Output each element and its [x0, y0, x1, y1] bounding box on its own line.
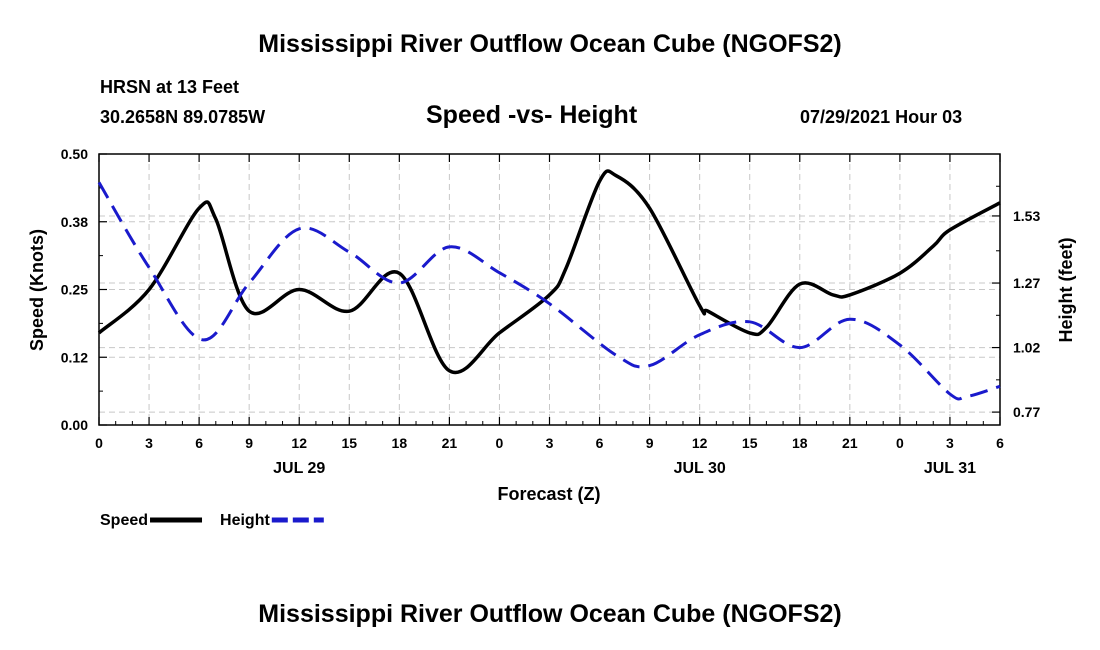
y-tick-label: 0.00 [61, 417, 88, 433]
station-label: HRSN at 13 Feet [100, 77, 240, 97]
chart-subtitle: Speed -vs- Height [426, 101, 638, 129]
x-tick-label: 18 [792, 435, 808, 451]
chart-title-top: Mississippi River Outflow Ocean Cube (NG… [258, 30, 842, 58]
x-tick-label: 12 [291, 435, 307, 451]
date-label: JUL 29 [273, 460, 325, 477]
y2-tick-label: 1.27 [1013, 275, 1040, 291]
x-tick-label: 0 [496, 435, 504, 451]
x-tick-label: 6 [996, 435, 1004, 451]
legend: Speed Height [100, 512, 324, 529]
label-layer: 0 3 6 9 12 15 18 21 0 3 6 9 12 15 18 21 0 3 6 JUL 29 JUL 30 J… [61, 146, 1041, 477]
x-tick-label: 9 [646, 435, 654, 451]
x-tick-label: 3 [946, 435, 954, 451]
date-label: JUL 31 [924, 460, 976, 477]
x-tick-label: 21 [442, 435, 458, 451]
x-tick-label: 3 [546, 435, 554, 451]
x-tick-label: 21 [842, 435, 858, 451]
x-tick-label: 15 [341, 435, 357, 451]
y-tick-label: 0.38 [61, 214, 88, 230]
x-axis-label: Forecast (Z) [497, 484, 600, 504]
legend-label-height: Height [220, 512, 270, 529]
series-layer [97, 169, 1001, 401]
y2-axis-label: Height (feet) [1056, 238, 1076, 343]
series-line-height [97, 181, 1001, 401]
x-tick-label: 6 [195, 435, 203, 451]
legend-label-speed: Speed [100, 512, 148, 529]
y-tick-label: 0.50 [61, 146, 88, 162]
date-label: JUL 30 [674, 460, 726, 477]
series-line-speed [97, 169, 1001, 375]
x-tick-label: 0 [896, 435, 904, 451]
x-tick-label: 9 [245, 435, 253, 451]
x-tick-label: 6 [596, 435, 604, 451]
y2-tick-label: 1.02 [1013, 340, 1040, 356]
x-tick-label: 18 [392, 435, 408, 451]
forecast-datetime: 07/29/2021 Hour 03 [800, 107, 963, 127]
x-tick-label: 12 [692, 435, 708, 451]
y2-tick-label: 0.77 [1013, 404, 1040, 420]
chart-title-bottom: Mississippi River Outflow Ocean Cube (NG… [258, 600, 842, 628]
x-tick-label: 15 [742, 435, 758, 451]
x-tick-label: 3 [145, 435, 153, 451]
y-tick-label: 0.25 [61, 282, 88, 298]
y-tick-label: 0.12 [61, 349, 88, 365]
y-axis-label: Speed (Knots) [27, 229, 47, 351]
tick-layer [98, 153, 1001, 426]
y2-tick-label: 1.53 [1013, 208, 1040, 224]
station-coordinates: 30.2658N 89.0785W [100, 107, 266, 127]
x-tick-label: 0 [95, 435, 103, 451]
